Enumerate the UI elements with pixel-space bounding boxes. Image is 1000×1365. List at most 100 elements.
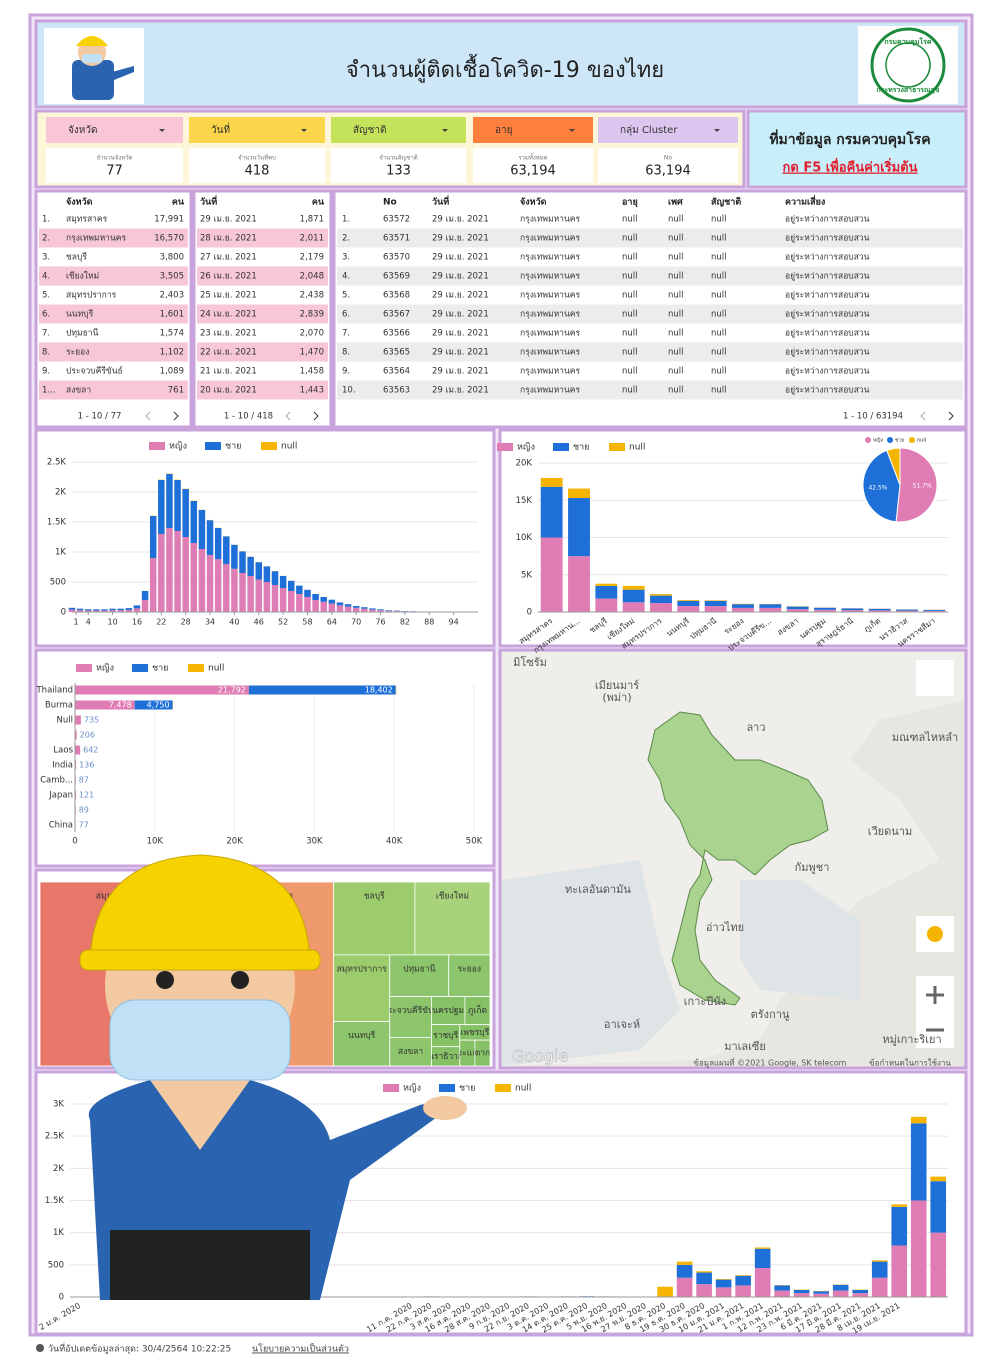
table-row (197, 323, 328, 343)
table-cell: 2,179 (300, 253, 324, 263)
legend-label: ชาย (152, 664, 168, 674)
table-cell: 1,089 (160, 367, 184, 377)
table-row (39, 228, 188, 248)
table-row (197, 342, 328, 362)
treemap-cell (389, 996, 432, 1038)
table-cell: 4. (42, 272, 50, 282)
map-label: ข้อกำหนดในการใช้งาน (869, 1059, 951, 1068)
info-box (746, 109, 968, 189)
table-cell: กรุงเทพมหานคร (66, 234, 126, 244)
bar-segment (223, 536, 230, 564)
x-tick-label: 10 (108, 618, 118, 627)
table-row (337, 304, 963, 324)
table-cell: 2,839 (300, 310, 324, 320)
table-row (197, 247, 328, 267)
filter-control[interactable] (473, 117, 593, 143)
dropdown-arrow (442, 129, 448, 132)
table-cell: 1,443 (300, 386, 324, 396)
bar-segment (754, 1247, 771, 1249)
table-row (197, 304, 328, 324)
table-cell: null (668, 215, 684, 225)
table-cell: ชลบุรี (66, 252, 87, 263)
table-cell: อยู่ระหว่างการสอบสวน (785, 253, 870, 263)
pager-prev[interactable] (285, 411, 291, 421)
x-tick-label: 64 (327, 618, 337, 627)
table-cell: 63569 (383, 272, 410, 282)
privacy-link[interactable]: นโยบายความเป็นส่วนตัว (252, 1342, 349, 1355)
table-header (39, 194, 188, 210)
treemap-label: นนทบุรี (348, 1030, 376, 1041)
table-cell: null (668, 348, 684, 358)
bar-segment (174, 480, 181, 531)
column-header: จังหวัด (520, 197, 547, 208)
treemap-label: ภูเก็ต (468, 1004, 487, 1016)
table-cell: 1,601 (160, 310, 184, 320)
treemap-label: สระแก้ว (452, 1048, 482, 1059)
bar-segment (75, 700, 135, 710)
table-cell: 29 เม.ย. 2021 (432, 253, 489, 263)
table-row (39, 247, 188, 267)
legend-swatch (188, 664, 204, 672)
data-label: 89 (79, 806, 89, 815)
table-cell: 7. (342, 329, 350, 339)
filter-label: จังหวัด (68, 125, 97, 136)
scorecard-label: รวมทั้งหมด (518, 152, 547, 162)
bar-segment (540, 477, 563, 487)
table-cell: 5. (42, 291, 50, 301)
table-cell: 29 เม.ย. 2021 (432, 291, 489, 301)
table-cell: 1... (42, 386, 56, 396)
pager-next[interactable] (948, 411, 954, 421)
column-header: คน (312, 198, 325, 208)
filter-label: สัญชาติ (353, 125, 387, 136)
pager-next[interactable] (173, 411, 179, 421)
bar-segment (68, 609, 76, 612)
bar-segment (814, 607, 836, 610)
treemap-cell (389, 954, 450, 998)
table-cell: เชียงใหม่ (66, 271, 99, 282)
map-label: กัมพูชา (795, 861, 830, 874)
bar-segment (75, 760, 77, 770)
pager-next[interactable] (313, 411, 319, 421)
data-label: 87 (79, 776, 89, 785)
header (34, 19, 968, 109)
pager-prev[interactable] (145, 411, 151, 421)
bar-segment (158, 480, 165, 534)
reset-hint: กด F5 เพื่อคืนค่าเริ่มต้น (782, 158, 917, 176)
mascot-part (231, 971, 249, 989)
bar-segment (735, 1285, 751, 1297)
bar-segment (198, 549, 206, 612)
table-cell: 26 เม.ย. 2021 (200, 272, 257, 282)
table-row (197, 266, 328, 286)
y-tick-label: 1K (53, 1228, 64, 1238)
data-label: 136 (79, 761, 94, 770)
table-cell: 29 เม.ย. 2021 (432, 348, 489, 358)
bar-segment (125, 609, 133, 612)
table-cell: null (711, 291, 727, 301)
filter-control[interactable] (598, 117, 738, 143)
legend-label: null (208, 664, 224, 674)
table-cell: อยู่ระหว่างการสอบสวน (785, 234, 870, 244)
bar-segment (174, 531, 181, 612)
table-row (337, 228, 963, 248)
table-cell: 2. (342, 234, 350, 244)
table-cell: null (622, 215, 638, 225)
table-cell: 6. (342, 310, 350, 320)
bar-segment (930, 1181, 947, 1233)
scorecard-label: จำนวนสัญชาติ (379, 155, 418, 162)
treemap-label: สงขลา (398, 1047, 423, 1057)
bar-segment (540, 486, 563, 538)
pager-prev[interactable] (920, 411, 926, 421)
table-cell: 63565 (383, 348, 410, 358)
legend-label: หญิง (403, 1083, 421, 1094)
bar-segment (622, 602, 645, 612)
table-cell: null (668, 386, 684, 396)
treemap-label: ราชบุรี (433, 1030, 459, 1041)
bar-segment (279, 576, 287, 588)
bar-segment (923, 610, 946, 612)
x-tick-label: 82 (400, 618, 410, 627)
table-cell: null (622, 291, 638, 301)
mascot-part (423, 1096, 467, 1120)
scorecard-label: No (664, 155, 672, 162)
map-label: อ่าวไทย (706, 921, 744, 934)
mascot-part (150, 1080, 250, 1150)
